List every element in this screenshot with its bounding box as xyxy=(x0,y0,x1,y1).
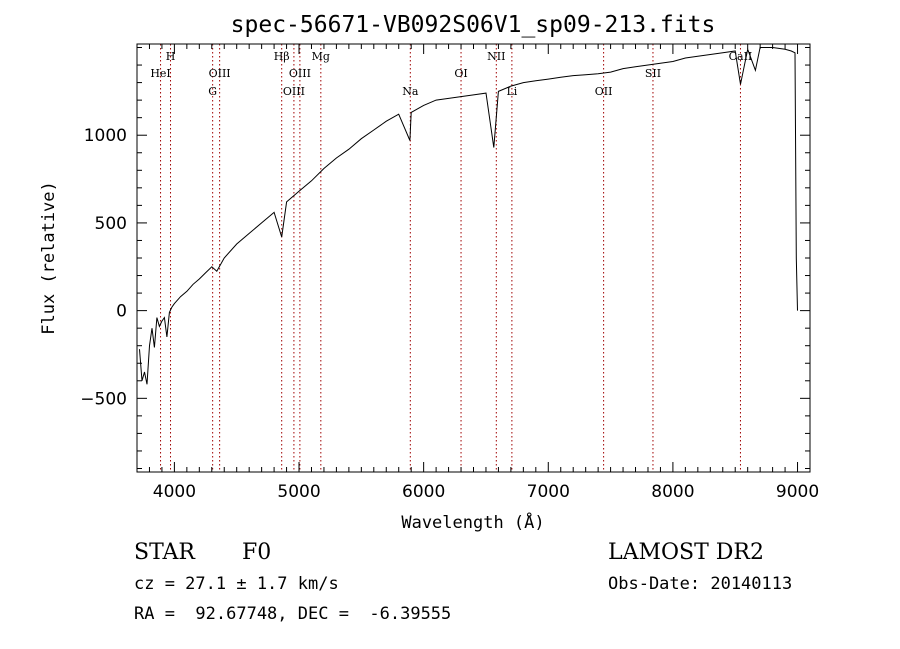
line-marker-label: NII xyxy=(487,50,505,63)
y-axis-title: Flux (relative) xyxy=(39,181,59,335)
spectral-subclass: F0 xyxy=(242,540,272,565)
x-tick-label: 6000 xyxy=(402,482,445,502)
axis-ticks: 4000 5000 6000 7000 8000 9000 −500 0 500 1000 xyxy=(80,44,819,502)
survey-name: LAMOST DR2 xyxy=(608,540,764,565)
line-marker-label: SII xyxy=(645,67,661,80)
line-marker-label: CaII xyxy=(729,50,753,63)
x-axis-title: Wavelength (Å) xyxy=(401,511,544,533)
line-marker-label: OIII xyxy=(283,85,305,98)
line-marker-label: OIII xyxy=(209,67,231,80)
line-marker-label: OI xyxy=(454,67,467,80)
spectrum-line xyxy=(139,47,798,385)
line-marker-label: HeI xyxy=(150,67,170,80)
spectrum-chart: spec-56671-VB092S06V1_sp09-213.fits HeI H… xyxy=(39,12,819,533)
coordinates: RA = 92.67748, DEC = -6.39555 xyxy=(134,604,452,624)
plot-frame xyxy=(136,43,811,473)
line-marker-label: G xyxy=(208,85,217,98)
y-tick-label: 500 xyxy=(95,214,127,234)
line-marker-label: Hβ xyxy=(274,50,290,63)
y-tick-label: −500 xyxy=(80,389,127,409)
line-marker-label: OIII xyxy=(289,67,311,80)
object-class: STAR xyxy=(134,540,195,565)
x-tick-label: 4000 xyxy=(153,482,196,502)
line-marker-label: OII xyxy=(595,85,613,98)
y-tick-label: 1000 xyxy=(84,126,127,146)
x-tick-label: 7000 xyxy=(527,482,570,502)
y-tick-label: 0 xyxy=(116,302,127,322)
line-marker-label: Na xyxy=(402,85,419,98)
observation-date: Obs-Date: 20140113 xyxy=(608,574,793,594)
redshift-velocity: cz = 27.1 ± 1.7 km/s xyxy=(134,574,339,594)
x-tick-label: 5000 xyxy=(277,482,320,502)
line-marker-label: H xyxy=(166,50,176,63)
chart-title: spec-56671-VB092S06V1_sp09-213.fits xyxy=(231,12,716,38)
line-marker-label: Li xyxy=(506,85,517,98)
line-marker-label: Mg xyxy=(312,50,330,63)
x-tick-label: 8000 xyxy=(651,482,694,502)
x-tick-label: 9000 xyxy=(776,482,819,502)
